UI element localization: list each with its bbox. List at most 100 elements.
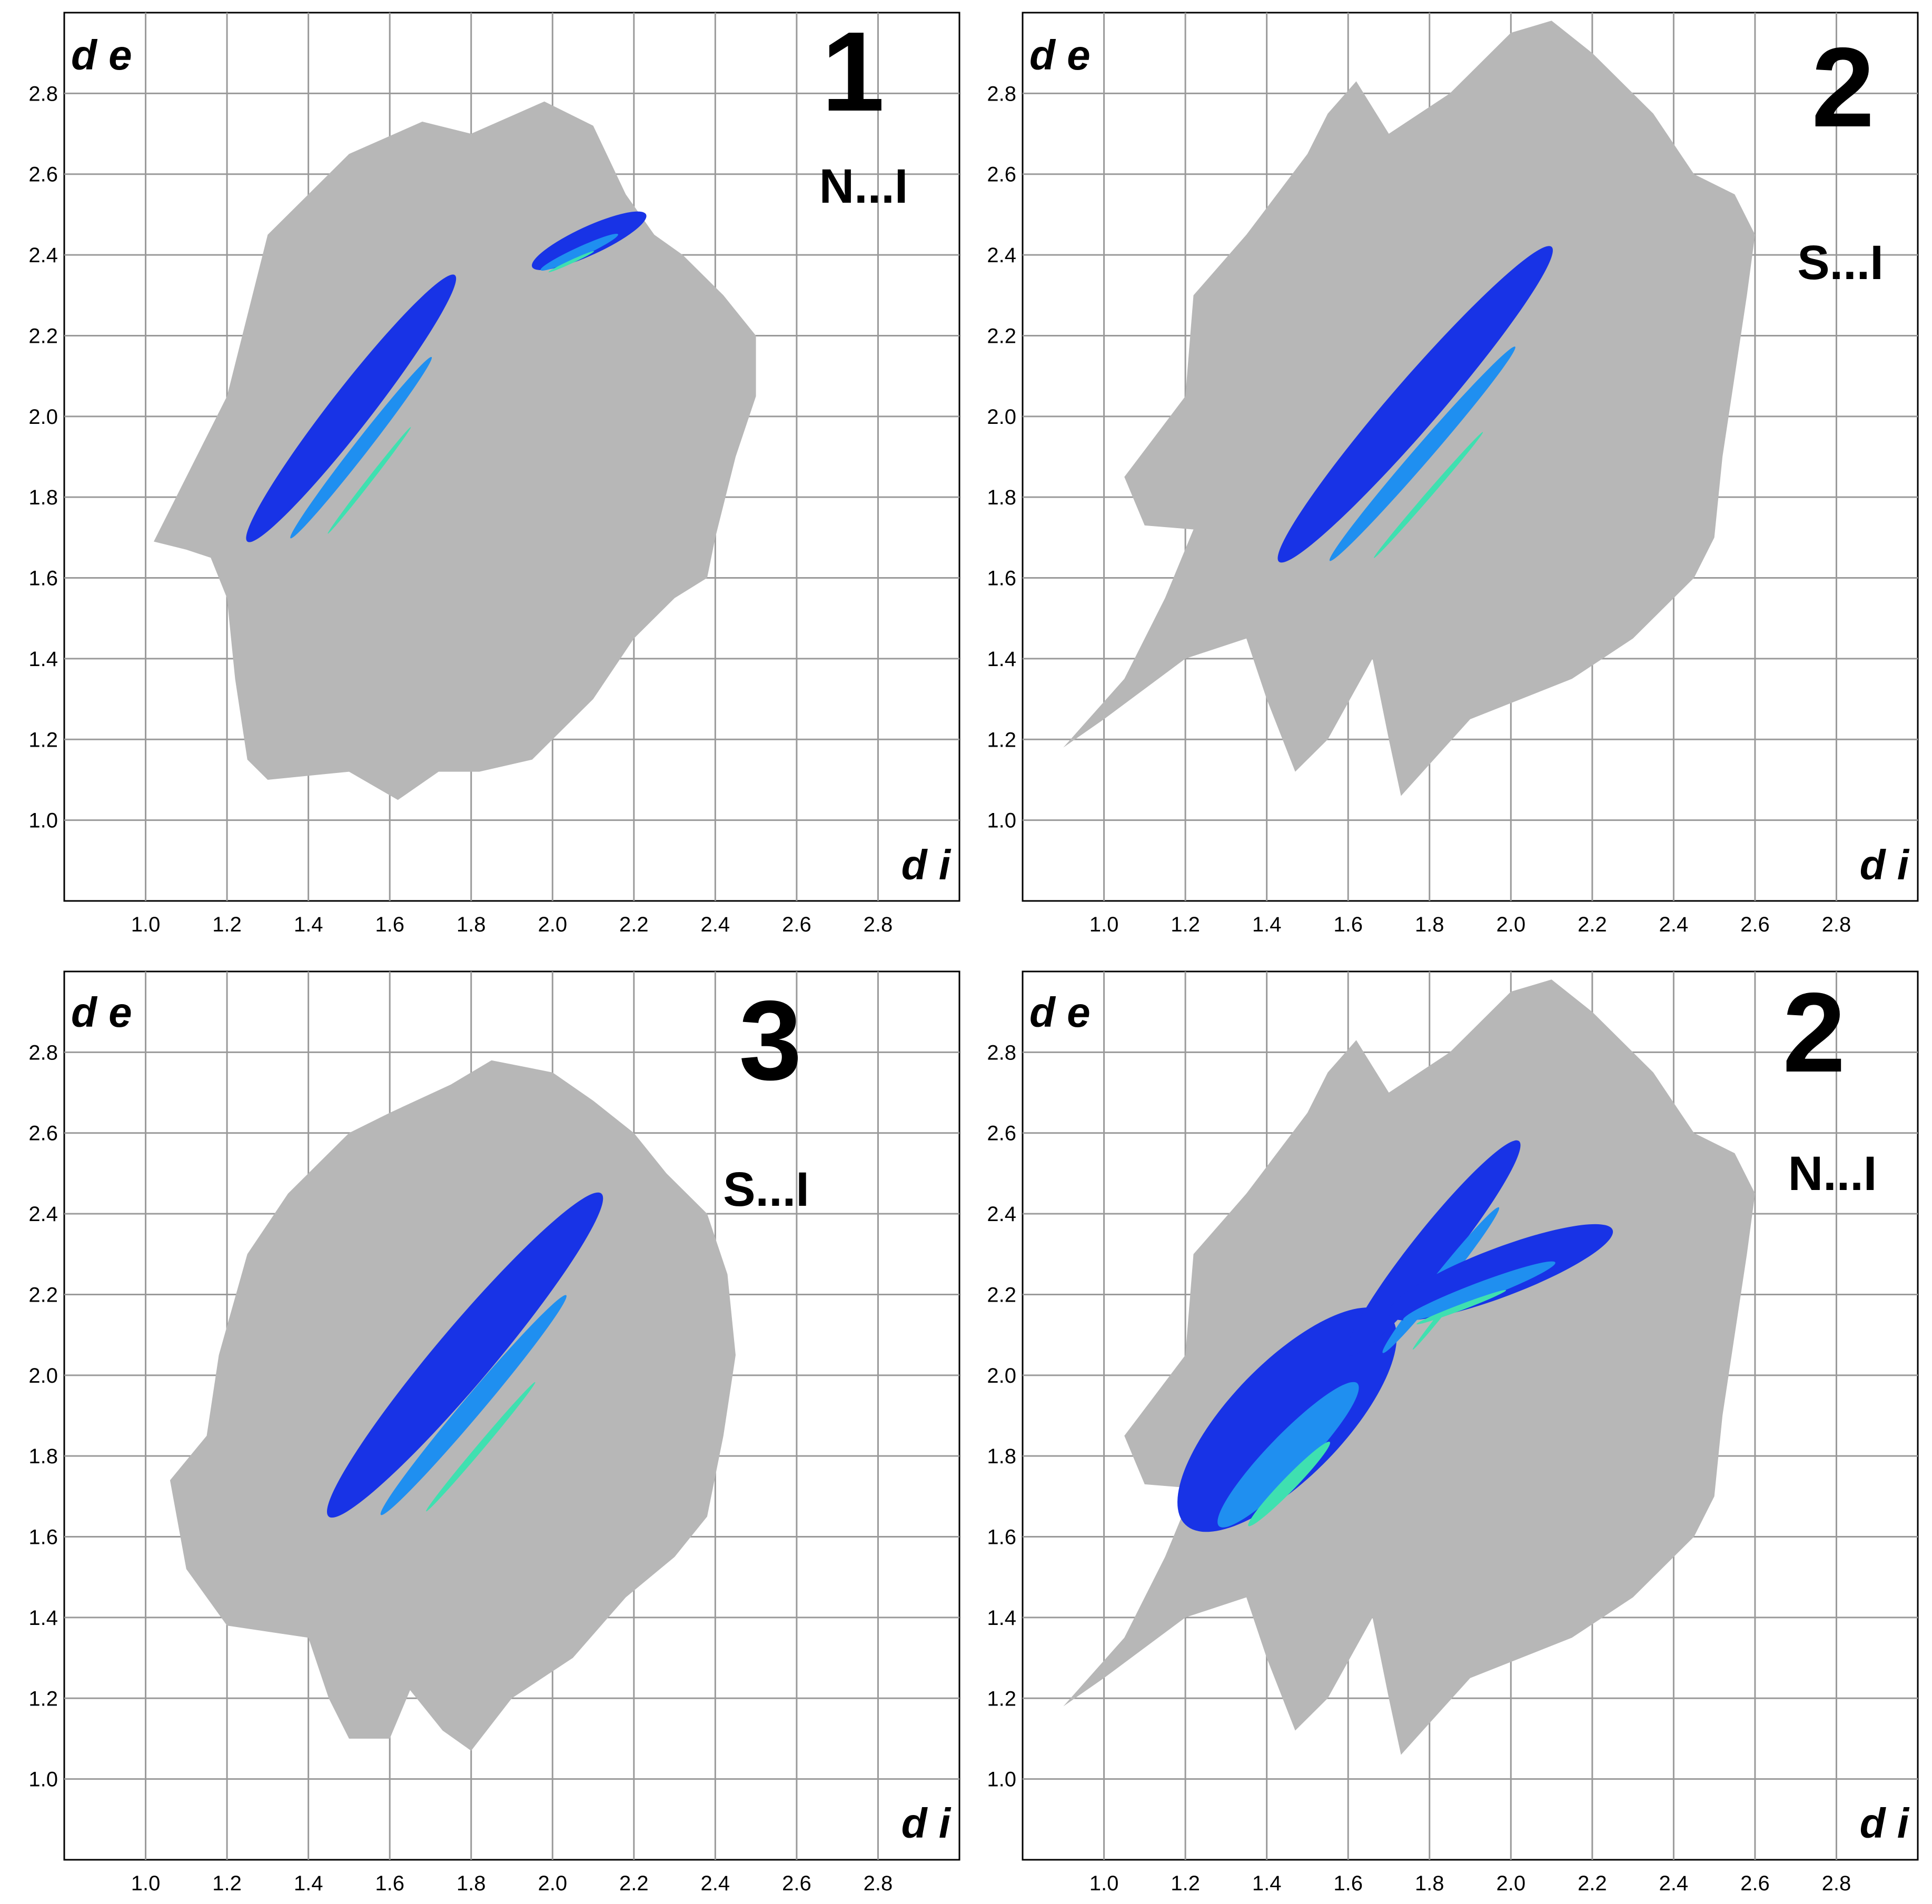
y-tick-label: 1.4	[28, 1607, 58, 1630]
x-tick-label: 2.6	[1740, 1872, 1770, 1895]
highlight-band	[1346, 1140, 1521, 1356]
y-tick-label: 1.0	[987, 809, 1016, 832]
x-tick-labels: 1.0 1.2 1.4 1.6 1.8 2.0 2.2 2.4 2.6 2.8	[131, 1872, 893, 1895]
y-tick-label: 1.6	[28, 567, 58, 590]
y-tick-label: 2.2	[987, 1283, 1016, 1306]
y-tick-label: 1.6	[987, 1526, 1016, 1549]
x-tick-label: 1.0	[1089, 1872, 1119, 1895]
contact-label: S...I	[723, 1163, 809, 1216]
chart-panel-3: 1.0 1.2 1.4 1.6 1.8 2.0 2.2 2.4 2.6 2.8 1.0 1.2 1.4…	[28, 970, 960, 1895]
x-tick-label: 1.2	[1171, 913, 1200, 936]
y-tick-label: 2.8	[987, 1041, 1016, 1064]
x-tick-label: 2.0	[1496, 1872, 1525, 1895]
x-tick-label: 2.8	[864, 913, 893, 936]
contact-region	[154, 101, 756, 800]
y-tick-label: 2.6	[28, 163, 58, 186]
y-tick-label: 2.4	[987, 1203, 1016, 1226]
y-tick-label: 1.6	[28, 1526, 58, 1549]
x-tick-label: 2.2	[619, 913, 649, 936]
x-tick-label: 1.6	[375, 1872, 404, 1895]
y-axis-label: d e	[1029, 989, 1091, 1036]
x-tick-label: 1.2	[1171, 1872, 1200, 1895]
y-tick-label: 1.4	[987, 1607, 1016, 1630]
x-tick-label: 1.6	[375, 913, 404, 936]
y-axis-label: d e	[1029, 32, 1091, 78]
highlight-peak	[1416, 1290, 1507, 1325]
y-tick-label: 1.8	[28, 486, 58, 509]
y-tick-label: 1.2	[28, 728, 58, 751]
x-tick-label: 2.6	[1740, 913, 1770, 936]
highlight-peak	[1248, 1442, 1330, 1526]
highlight-core	[1403, 1261, 1555, 1322]
y-axis-label: d e	[71, 989, 132, 1036]
x-axis-label: d i	[1860, 841, 1910, 888]
x-tick-label: 2.2	[619, 1872, 649, 1895]
y-tick-label: 1.0	[987, 1768, 1016, 1791]
panel-number: 3	[739, 977, 802, 1104]
panel-number: 2	[1811, 24, 1875, 151]
highlights	[246, 211, 647, 542]
y-tick-label: 2.4	[987, 244, 1016, 267]
contact-label: S...I	[1797, 236, 1884, 290]
y-tick-label: 1.0	[28, 1768, 58, 1791]
x-tick-label: 1.4	[294, 913, 323, 936]
x-tick-label: 2.4	[701, 1872, 730, 1895]
y-tick-label: 1.6	[987, 567, 1016, 590]
x-tick-label: 1.0	[1089, 913, 1119, 936]
y-tick-label: 2.0	[28, 1364, 58, 1387]
y-tick-label: 2.2	[28, 1283, 58, 1306]
y-tick-label: 1.2	[987, 728, 1016, 751]
chart-panel-2: 1.0 1.2 1.4 1.6 1.8 2.0 2.2 2.4 2.6 2.8 1.0 1.2 1.4…	[987, 12, 1919, 936]
x-tick-label: 2.8	[1822, 913, 1851, 936]
y-tick-label: 1.8	[987, 1445, 1016, 1468]
highlight-core	[380, 1295, 567, 1515]
y-tick-labels: 1.0 1.2 1.4 1.6 1.8 2.0 2.2 2.4 2.6 2.8	[987, 1041, 1016, 1791]
y-tick-labels: 1.0 1.2 1.4 1.6 1.8 2.0 2.2 2.4 2.6 2.8	[28, 1041, 58, 1791]
y-axis-label: d e	[71, 32, 132, 78]
x-tick-label: 1.0	[131, 1872, 161, 1895]
x-tick-labels: 1.0 1.2 1.4 1.6 1.8 2.0 2.2 2.4 2.6 2.8	[131, 913, 893, 936]
x-tick-label: 1.0	[131, 913, 161, 936]
highlights	[1177, 1140, 1613, 1532]
y-tick-label: 2.0	[28, 405, 58, 429]
highlight-core	[290, 356, 432, 539]
y-tick-label: 2.0	[987, 1364, 1016, 1387]
x-tick-label: 2.6	[782, 913, 811, 936]
chart-panel-1: 1.0 1.2 1.4 1.6 1.8 2.0 2.2 2.4 2.6 2.8 1.0 1.2 1.4…	[28, 8, 960, 936]
contact-label: N...I	[819, 160, 908, 213]
x-tick-label: 1.2	[212, 1872, 242, 1895]
y-tick-label: 2.6	[28, 1122, 58, 1145]
y-tick-label: 1.4	[28, 648, 58, 671]
panel-number: 2	[1782, 969, 1846, 1096]
y-tick-label: 2.8	[987, 82, 1016, 105]
y-tick-label: 1.2	[28, 1687, 58, 1710]
regions	[1063, 979, 1755, 1755]
highlight-band	[326, 1192, 603, 1518]
y-tick-label: 2.4	[28, 1203, 58, 1226]
x-axis-label: d i	[1860, 1800, 1910, 1847]
x-tick-label: 2.0	[538, 913, 567, 936]
y-tick-label: 1.4	[987, 648, 1016, 671]
y-tick-label: 1.0	[28, 809, 58, 832]
y-tick-label: 2.8	[28, 82, 58, 105]
y-tick-label: 2.6	[987, 163, 1016, 186]
y-tick-label: 2.6	[987, 1122, 1016, 1145]
x-tick-label: 2.4	[701, 913, 730, 936]
x-tick-label: 1.6	[1333, 913, 1363, 936]
x-tick-label: 2.0	[538, 1872, 567, 1895]
highlight-peak	[548, 251, 595, 273]
y-tick-label: 2.8	[28, 1041, 58, 1064]
x-tick-label: 2.4	[1659, 913, 1689, 936]
y-tick-label: 2.2	[28, 324, 58, 348]
y-tick-labels: 1.0 1.2 1.4 1.6 1.8 2.0 2.2 2.4 2.6 2.8	[987, 82, 1016, 832]
highlight-band	[1277, 246, 1553, 563]
x-tick-label: 2.8	[1822, 1872, 1851, 1895]
highlight-band	[1177, 1307, 1397, 1532]
y-tick-label: 1.8	[987, 486, 1016, 509]
y-tick-label: 1.8	[28, 1445, 58, 1468]
highlight-peak	[1374, 432, 1483, 558]
x-tick-label: 2.2	[1578, 1872, 1607, 1895]
highlight-band	[532, 211, 647, 270]
x-tick-label: 2.6	[782, 1872, 811, 1895]
